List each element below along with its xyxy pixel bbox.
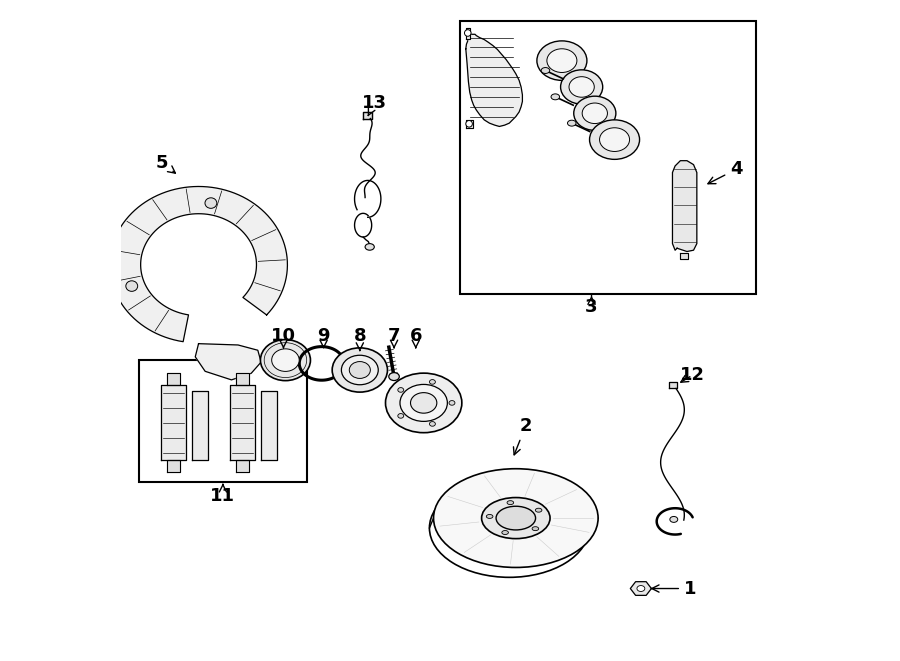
- Ellipse shape: [429, 379, 436, 384]
- Polygon shape: [466, 28, 470, 39]
- Polygon shape: [195, 344, 261, 380]
- Ellipse shape: [496, 506, 536, 530]
- Text: 4: 4: [708, 160, 742, 184]
- Polygon shape: [466, 34, 522, 126]
- Ellipse shape: [365, 244, 374, 251]
- Polygon shape: [261, 391, 277, 461]
- Ellipse shape: [569, 77, 594, 97]
- Ellipse shape: [332, 348, 388, 392]
- Text: 9: 9: [318, 327, 330, 348]
- Ellipse shape: [464, 30, 471, 36]
- Ellipse shape: [561, 70, 603, 104]
- Bar: [460, 21, 756, 294]
- Text: 3: 3: [585, 295, 598, 317]
- Polygon shape: [167, 373, 180, 385]
- Ellipse shape: [568, 120, 576, 126]
- Ellipse shape: [482, 498, 550, 539]
- Polygon shape: [672, 161, 697, 252]
- Polygon shape: [161, 385, 186, 461]
- Ellipse shape: [260, 340, 310, 381]
- Polygon shape: [192, 391, 208, 461]
- Polygon shape: [363, 112, 373, 118]
- Ellipse shape: [590, 120, 640, 159]
- Text: 6: 6: [410, 327, 422, 348]
- Text: 11: 11: [211, 485, 236, 506]
- Ellipse shape: [385, 373, 462, 433]
- Text: 1: 1: [652, 580, 697, 598]
- Text: 2: 2: [514, 417, 532, 455]
- Ellipse shape: [670, 516, 678, 522]
- Ellipse shape: [349, 362, 371, 378]
- Polygon shape: [669, 382, 677, 389]
- Ellipse shape: [486, 514, 493, 518]
- Text: 5: 5: [156, 153, 176, 173]
- Ellipse shape: [410, 393, 436, 413]
- Ellipse shape: [126, 281, 138, 292]
- Ellipse shape: [272, 349, 299, 371]
- Ellipse shape: [398, 387, 404, 392]
- Polygon shape: [167, 461, 180, 473]
- Ellipse shape: [389, 373, 400, 381]
- Ellipse shape: [547, 49, 577, 73]
- Ellipse shape: [507, 500, 514, 504]
- Ellipse shape: [536, 508, 542, 512]
- Ellipse shape: [502, 531, 508, 535]
- Bar: [140, 360, 307, 482]
- Polygon shape: [236, 373, 249, 385]
- Text: 8: 8: [354, 327, 366, 350]
- Polygon shape: [110, 186, 287, 342]
- Ellipse shape: [398, 414, 404, 418]
- Text: 12: 12: [680, 366, 705, 384]
- Ellipse shape: [573, 96, 616, 130]
- Ellipse shape: [449, 401, 454, 405]
- Ellipse shape: [599, 128, 630, 151]
- Polygon shape: [230, 385, 256, 461]
- Polygon shape: [466, 120, 473, 128]
- Ellipse shape: [434, 469, 598, 567]
- Polygon shape: [680, 253, 688, 259]
- Text: 13: 13: [362, 95, 387, 116]
- Polygon shape: [630, 582, 652, 596]
- Polygon shape: [236, 461, 249, 473]
- Ellipse shape: [537, 41, 587, 81]
- Ellipse shape: [532, 527, 539, 531]
- Ellipse shape: [551, 94, 560, 100]
- Ellipse shape: [541, 67, 550, 73]
- Text: 10: 10: [271, 327, 296, 348]
- Ellipse shape: [466, 120, 472, 127]
- Text: 7: 7: [388, 327, 400, 348]
- Ellipse shape: [582, 103, 608, 124]
- Ellipse shape: [429, 422, 436, 426]
- Ellipse shape: [341, 355, 378, 385]
- Ellipse shape: [400, 385, 447, 421]
- Ellipse shape: [205, 198, 217, 208]
- Ellipse shape: [637, 586, 644, 592]
